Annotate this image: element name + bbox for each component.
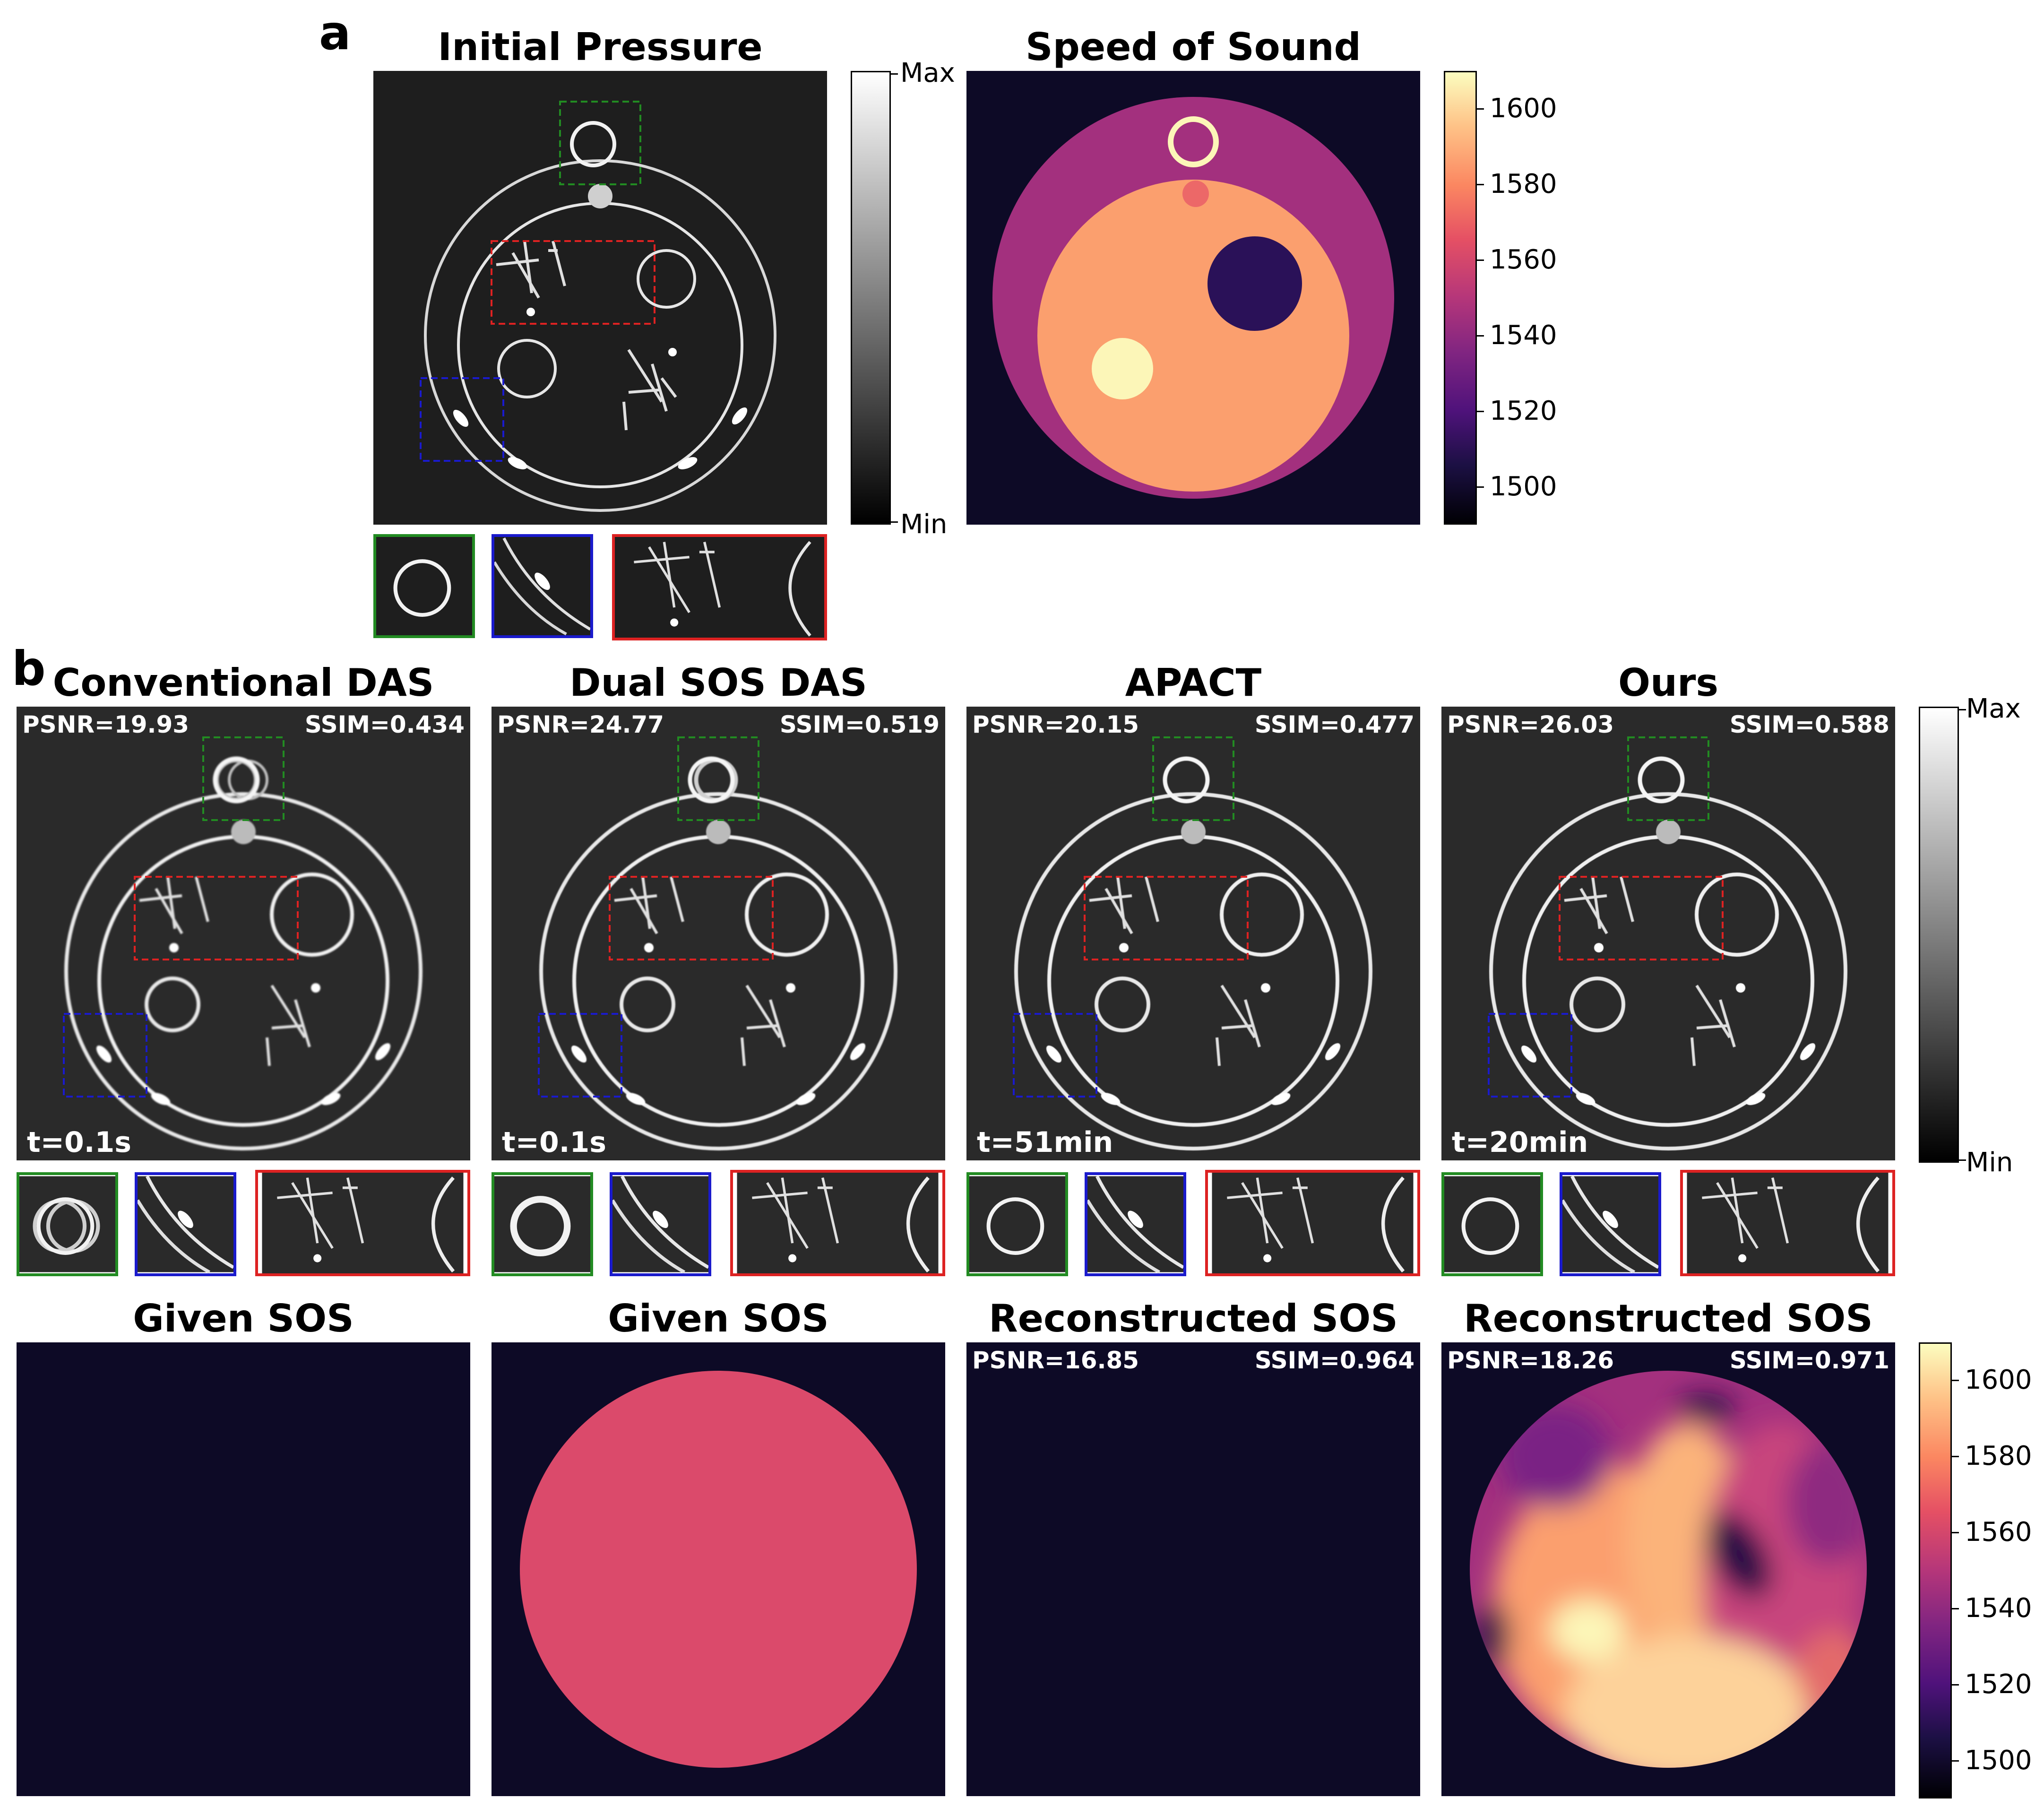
runtime-label: t=20min [1452, 1126, 1588, 1159]
zoom-inset-blue [492, 534, 593, 638]
sos-colorbar-a [1444, 71, 1477, 525]
colorbar-min-label: Min [900, 509, 948, 540]
colorbar-tick-label: 1520 [1490, 396, 1557, 426]
zoom-inset-red [1205, 1170, 1420, 1276]
zoom-inset-green [373, 534, 475, 638]
sos-title-conventional-das: Given SOS [133, 1297, 354, 1340]
zoom-inset-red [1680, 1170, 1895, 1276]
zoom-inset-blue [610, 1172, 711, 1276]
sos-image-dual-sos-das [492, 1342, 945, 1796]
reconstruction-image-apact: PSNR=20.15 SSIM=0.477 t=51min [966, 707, 1420, 1160]
colorbar-tick [1475, 335, 1484, 337]
colorbar-max-label: Max [1966, 693, 2021, 724]
ssim-label: SSIM=0.588 [1729, 711, 1889, 738]
ssim-label: SSIM=0.477 [1254, 711, 1414, 738]
psnr-label: PSNR=20.15 [972, 711, 1139, 738]
colorbar-min-label: Min [1966, 1147, 2013, 1178]
colorbar-tick-label: 1580 [1965, 1441, 2032, 1471]
colorbar-tick-label: 1540 [1490, 320, 1557, 351]
colorbar-tick [1950, 1456, 1959, 1457]
colorbar-tick-label: 1520 [1965, 1669, 2032, 1700]
colorbar-max-label: Max [900, 58, 955, 88]
initial-pressure-image [373, 71, 827, 525]
colorbar-tick-label: 1600 [1965, 1365, 2032, 1395]
zoom-inset-green [492, 1172, 593, 1276]
colorbar-tick [1475, 184, 1484, 185]
sos-ssim-label: SSIM=0.971 [1729, 1347, 1889, 1374]
colorbar-tick [1950, 1608, 1959, 1609]
sos-image-conventional-das [17, 1342, 470, 1796]
initial-pressure-title: Initial Pressure [438, 25, 763, 69]
colorbar-tick-label: 1560 [1490, 244, 1557, 275]
colorbar-tick [1950, 1532, 1959, 1533]
colorbar-tick [1950, 1684, 1959, 1686]
column-title-ours: Ours [1618, 661, 1719, 705]
runtime-label: t=0.1s [502, 1126, 606, 1159]
sos-image-apact: PSNR=16.85 SSIM=0.964 [966, 1342, 1420, 1796]
zoom-inset-green [1441, 1172, 1543, 1276]
psnr-label: PSNR=19.93 [22, 711, 190, 738]
sos-title-apact: Reconstructed SOS [989, 1297, 1398, 1340]
psnr-label: PSNR=24.77 [497, 711, 664, 738]
gray-colorbar-b [1919, 707, 1959, 1163]
zoom-inset-blue [1085, 1172, 1186, 1276]
colorbar-tick [1475, 259, 1484, 261]
column-title-apact: APACT [1125, 661, 1262, 705]
colorbar-tick-label: 1500 [1490, 471, 1557, 502]
zoom-inset-red [730, 1170, 945, 1276]
psnr-label: PSNR=26.03 [1447, 711, 1614, 738]
panel-label-a: a [319, 5, 351, 61]
ssim-label: SSIM=0.519 [779, 711, 940, 738]
sos-psnr-label: PSNR=16.85 [972, 1347, 1139, 1374]
panel-label-b: b [12, 641, 46, 696]
colorbar-tick [889, 73, 898, 75]
sos-colorbar-b [1919, 1342, 1952, 1798]
runtime-label: t=0.1s [27, 1126, 131, 1159]
colorbar-tick [1950, 1380, 1959, 1381]
sos-psnr-label: PSNR=18.26 [1447, 1347, 1614, 1374]
colorbar-tick [1475, 411, 1484, 412]
colorbar-tick [889, 521, 898, 523]
runtime-label: t=51min [977, 1126, 1113, 1159]
reconstruction-image-dual-sos-das: PSNR=24.77 SSIM=0.519 t=0.1s [492, 707, 945, 1160]
colorbar-tick [1475, 486, 1484, 488]
gray-colorbar-a [851, 71, 891, 525]
colorbar-tick-label: 1500 [1965, 1745, 2032, 1776]
zoom-inset-green [17, 1172, 118, 1276]
ssim-label: SSIM=0.434 [304, 711, 465, 738]
sos-title-ours: Reconstructed SOS [1464, 1297, 1873, 1340]
speed-of-sound-title: Speed of Sound [1026, 25, 1361, 69]
colorbar-tick [1475, 108, 1484, 110]
zoom-inset-red [255, 1170, 470, 1276]
colorbar-tick [1958, 1159, 1966, 1161]
zoom-inset-green [966, 1172, 1068, 1276]
column-title-conventional-das: Conventional DAS [52, 661, 434, 705]
colorbar-tick-label: 1560 [1965, 1517, 2032, 1548]
sos-image-ours: PSNR=18.26 SSIM=0.971 [1441, 1342, 1895, 1796]
sos-ssim-label: SSIM=0.964 [1254, 1347, 1414, 1374]
zoom-inset-red [612, 534, 827, 640]
colorbar-tick [1950, 1760, 1959, 1762]
reconstruction-image-conventional-das: PSNR=19.93 SSIM=0.434 t=0.1s [17, 707, 470, 1160]
column-title-dual-sos-das: Dual SOS DAS [569, 661, 867, 705]
colorbar-tick-label: 1600 [1490, 93, 1557, 124]
colorbar-tick-label: 1580 [1490, 169, 1557, 199]
sos-title-dual-sos-das: Given SOS [608, 1297, 829, 1340]
speed-of-sound-image [966, 71, 1420, 525]
zoom-inset-blue [135, 1172, 236, 1276]
colorbar-tick [1958, 709, 1966, 710]
zoom-inset-blue [1560, 1172, 1661, 1276]
reconstruction-image-ours: PSNR=26.03 SSIM=0.588 t=20min [1441, 707, 1895, 1160]
colorbar-tick-label: 1540 [1965, 1593, 2032, 1624]
